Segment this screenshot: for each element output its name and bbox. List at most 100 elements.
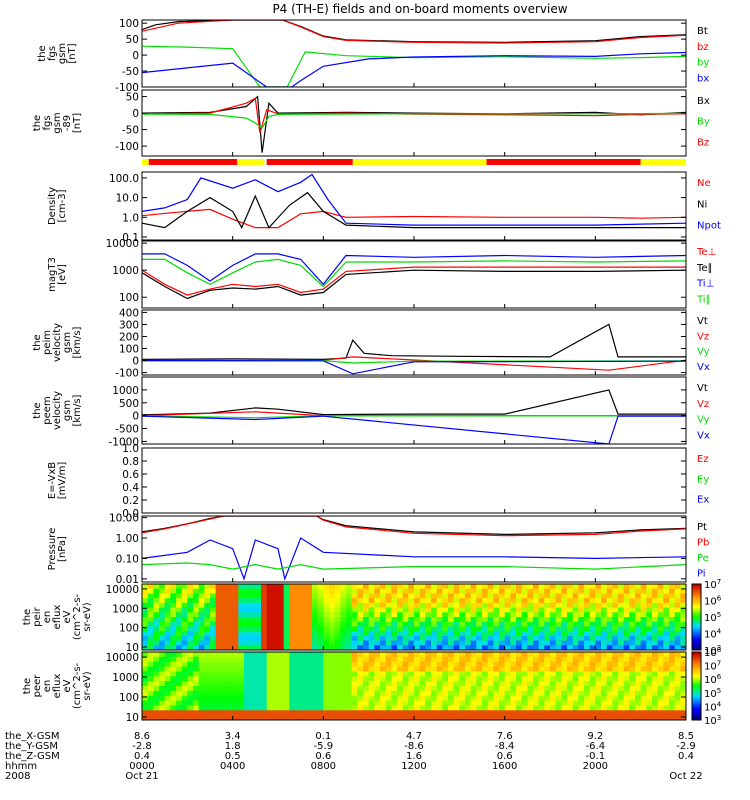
heatmap-cell xyxy=(278,607,285,613)
heatmap-cell xyxy=(476,612,483,618)
heatmap-cell xyxy=(431,617,438,623)
heatmap-cell xyxy=(652,588,659,595)
heatmap-cell xyxy=(674,700,681,707)
heatmap-cell xyxy=(493,645,500,650)
heatmap-cell xyxy=(351,621,358,628)
heatmap-cell xyxy=(652,602,659,609)
heatmap-cell xyxy=(283,584,290,590)
heatmap-cell xyxy=(323,676,330,682)
heatmap-cell xyxy=(640,631,647,637)
heatmap-cell xyxy=(187,715,194,720)
heatmap-cell xyxy=(317,676,324,682)
heatmap-cell xyxy=(680,700,686,707)
heatmap-cell xyxy=(555,640,562,646)
heatmap-cell xyxy=(283,656,290,663)
heatmap-cell xyxy=(306,652,313,658)
heatmap-cell xyxy=(204,705,211,711)
heatmap-cell xyxy=(516,588,523,595)
heatmap-cell xyxy=(629,686,636,692)
series-line-Npot xyxy=(142,173,686,226)
heatmap-cell xyxy=(159,652,166,658)
heatmap-cell xyxy=(453,705,460,711)
heatmap-cell xyxy=(516,686,523,692)
heatmap-cell xyxy=(147,705,154,711)
heatmap-cell xyxy=(193,607,200,613)
heatmap-cell xyxy=(521,705,528,711)
heatmap-cell xyxy=(640,635,647,642)
heatmap-cell xyxy=(181,602,188,609)
heatmap-cell xyxy=(385,671,392,677)
heatmap-cell xyxy=(176,652,183,658)
y-axis-label: [mV/m] xyxy=(57,462,68,500)
heatmap-cell xyxy=(249,617,256,623)
heatmap-cell xyxy=(657,695,664,702)
heatmap-cell xyxy=(391,621,398,628)
heatmap-cell xyxy=(431,631,438,637)
heatmap-cell xyxy=(629,588,636,595)
heatmap-cell xyxy=(221,652,228,658)
heatmap-cell xyxy=(306,593,313,599)
heatmap-cell xyxy=(465,671,472,677)
heatmap-cell xyxy=(261,700,268,707)
heatmap-cell xyxy=(674,681,681,687)
heatmap-cell xyxy=(448,671,455,677)
y-tick-label: 10 xyxy=(126,712,139,724)
heatmap-cell xyxy=(561,607,568,613)
heatmap-cell xyxy=(221,621,228,628)
heatmap-cell xyxy=(629,705,636,711)
heatmap-cell xyxy=(425,690,432,697)
heatmap-cell xyxy=(238,681,245,687)
heatmap-cell xyxy=(601,588,608,595)
heatmap-cell xyxy=(159,612,166,618)
heatmap-cell xyxy=(153,710,160,716)
heatmap-cell xyxy=(476,652,483,658)
heatmap-cell xyxy=(397,676,404,682)
heatmap-cell xyxy=(612,593,619,599)
heatmap-cell xyxy=(601,584,608,590)
heatmap-cell xyxy=(555,695,562,702)
heatmap-cell xyxy=(493,607,500,613)
heatmap-cell xyxy=(657,588,664,595)
heatmap-cell xyxy=(612,666,619,673)
heatmap-cell xyxy=(159,656,166,663)
heatmap-cell xyxy=(170,681,177,687)
heatmap-cell xyxy=(300,584,307,590)
heatmap-cell xyxy=(680,715,686,720)
heatmap-cell xyxy=(402,681,409,687)
heatmap-cell xyxy=(221,690,228,697)
heatmap-cell xyxy=(431,690,438,697)
heatmap-cell xyxy=(459,640,466,646)
heatmap-cell xyxy=(533,626,540,632)
heatmap-cell xyxy=(493,690,500,697)
heatmap-cell xyxy=(278,631,285,637)
heatmap-cell xyxy=(323,640,330,646)
heatmap-cell xyxy=(346,626,353,632)
heatmap-cell xyxy=(312,598,319,604)
heatmap-cell xyxy=(181,661,188,668)
heatmap-cell xyxy=(317,593,324,599)
heatmap-cell xyxy=(419,621,426,628)
heatmap-cell xyxy=(652,645,659,650)
heatmap-cell xyxy=(317,584,324,590)
heatmap-cell xyxy=(510,700,517,707)
heatmap-cell xyxy=(266,593,273,599)
heatmap-cell xyxy=(164,690,171,697)
heatmap-cell xyxy=(317,645,324,650)
heatmap-cell xyxy=(538,626,545,632)
heatmap-cell xyxy=(510,671,517,677)
heatmap-cell xyxy=(521,602,528,609)
heatmap-cell xyxy=(669,621,676,628)
heatmap-cell xyxy=(606,640,613,646)
heatmap-cell xyxy=(221,635,228,642)
heatmap-cell xyxy=(272,640,279,646)
heatmap-cell xyxy=(482,612,489,618)
heatmap-cell xyxy=(527,612,534,618)
heatmap-cell xyxy=(680,607,686,613)
heatmap-cell xyxy=(601,690,608,697)
heatmap-cell xyxy=(221,695,228,702)
heatmap-cell xyxy=(181,695,188,702)
heatmap-cell xyxy=(521,645,528,650)
heatmap-cell xyxy=(442,705,449,711)
heatmap-cell xyxy=(385,621,392,628)
